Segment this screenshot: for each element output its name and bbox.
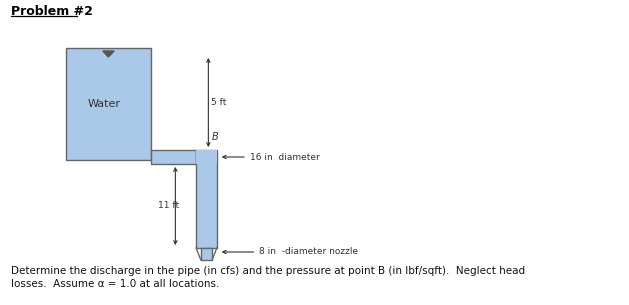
Text: B: B <box>212 132 219 142</box>
Bar <box>196 150 217 164</box>
Text: 5 ft: 5 ft <box>211 98 226 107</box>
Text: losses.  Assume α = 1.0 at all locations.: losses. Assume α = 1.0 at all locations. <box>11 279 220 289</box>
Text: 11 ft: 11 ft <box>159 202 179 210</box>
Text: Problem #2: Problem #2 <box>11 5 93 18</box>
Bar <box>201 248 212 260</box>
Text: 16 in  diameter: 16 in diameter <box>250 152 320 162</box>
Text: Water: Water <box>87 99 120 109</box>
Text: 8 in  -diameter nozzle: 8 in -diameter nozzle <box>259 247 359 257</box>
Text: Determine the discharge in the pipe (in cfs) and the pressure at point B (in lbf: Determine the discharge in the pipe (in … <box>11 266 525 276</box>
Polygon shape <box>103 51 114 57</box>
Bar <box>66 48 151 160</box>
Bar <box>151 150 196 164</box>
Bar <box>196 150 217 248</box>
